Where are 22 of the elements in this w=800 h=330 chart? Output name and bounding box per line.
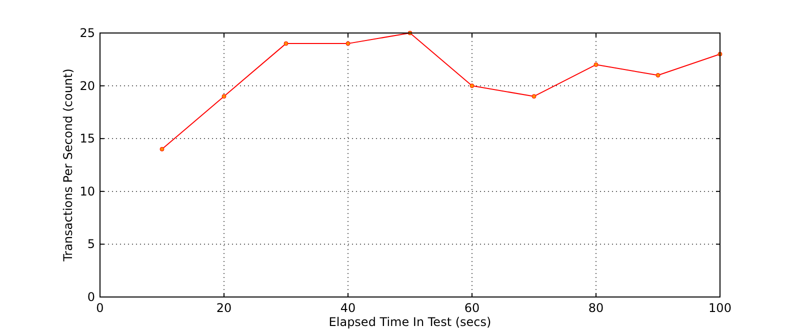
- y-tick-label: 15: [80, 132, 95, 146]
- x-tick-label: 0: [96, 301, 104, 315]
- y-tick-label: 10: [80, 184, 95, 198]
- x-tick-label: 40: [340, 301, 356, 315]
- x-tick-label: 100: [708, 301, 732, 315]
- y-tick-label: 0: [87, 290, 95, 304]
- y-axis-title: Transactions Per Second (count): [61, 68, 75, 262]
- x-tick-label: 80: [588, 301, 604, 315]
- point: [160, 146, 164, 152]
- point: [222, 94, 226, 99]
- point: [594, 62, 598, 67]
- point: [656, 72, 660, 78]
- point: [346, 41, 350, 46]
- y-tick-label: 5: [87, 237, 95, 252]
- x-axis-title: Elapsed Time In Test (secs): [328, 315, 492, 329]
- x-tick-label: 60: [464, 301, 480, 315]
- point: [284, 41, 288, 46]
- y-tick-label: 20: [80, 78, 95, 93]
- point: [470, 84, 474, 88]
- point: [532, 94, 536, 99]
- x-tick-label: 20: [216, 301, 232, 315]
- y-tick-label: 25: [80, 26, 95, 40]
